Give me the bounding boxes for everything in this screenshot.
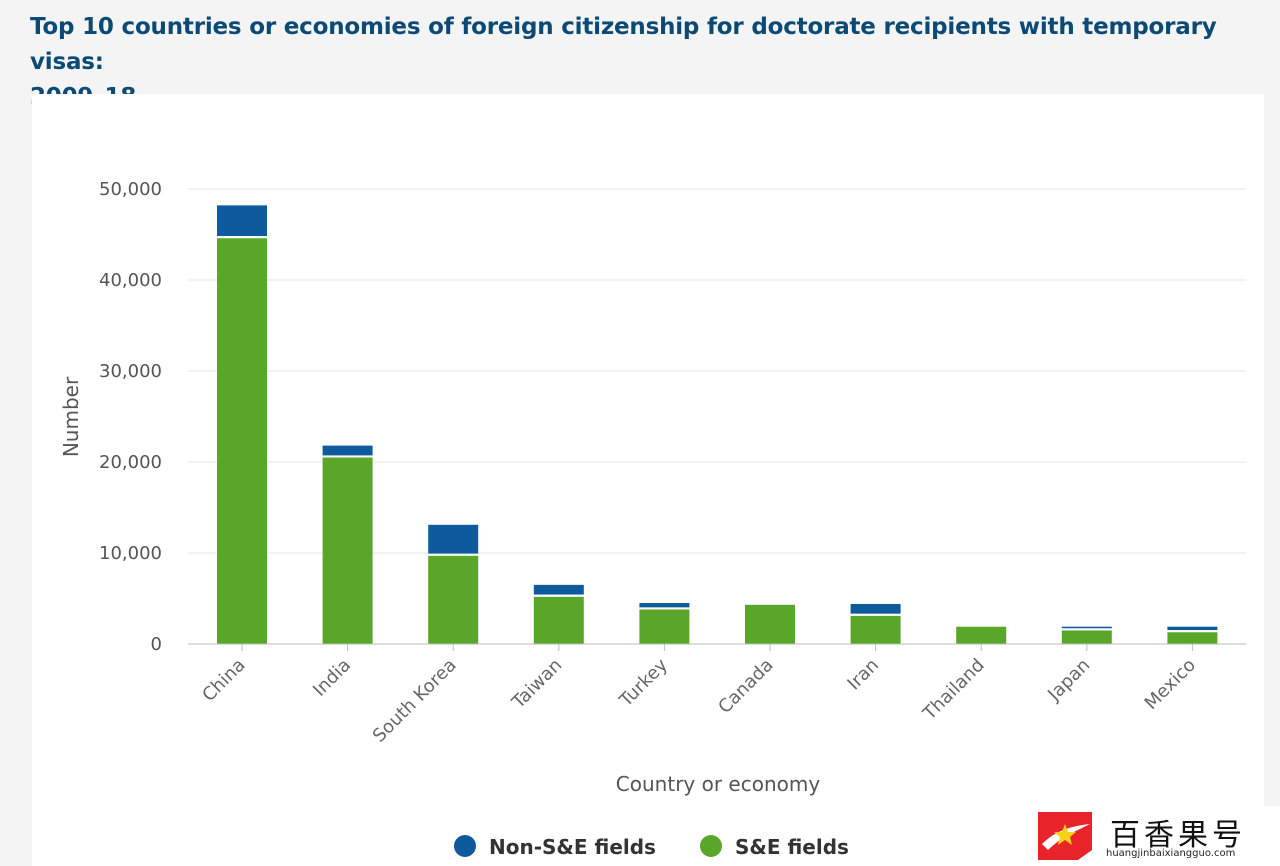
x-category-label: Thailand <box>919 655 989 725</box>
y-axis-ticks: 0 10,000 20,000 30,000 40,000 50,000 <box>99 179 162 655</box>
x-category-label: Mexico <box>1141 655 1200 714</box>
bar-non-se-fields <box>850 603 901 614</box>
bar-se-fields <box>745 604 795 644</box>
y-tick-label: 20,000 <box>99 452 162 473</box>
watermark-url: huangjinbaixiangguo.com <box>1106 848 1236 859</box>
x-category-label: Taiwan <box>507 655 566 714</box>
bars <box>217 205 1218 644</box>
bar-separator <box>533 594 584 597</box>
bar-separator <box>1167 630 1218 633</box>
bar-se-fields <box>1167 632 1218 644</box>
x-category-label: Turkey <box>615 654 672 711</box>
y-tick-label: 40,000 <box>99 270 162 291</box>
y-tick-label: 10,000 <box>99 543 162 564</box>
bar-se-fields <box>533 596 584 644</box>
x-category-label: South Korea <box>369 655 461 747</box>
legend-label: Non-S&E fields <box>489 835 656 859</box>
bar-se-fields <box>428 555 479 644</box>
bar-non-se-fields <box>1167 626 1218 631</box>
legend-marker <box>700 835 722 857</box>
bar-se-fields <box>639 609 690 644</box>
x-category-label: China <box>198 655 249 706</box>
bar-non-se-fields <box>639 603 690 608</box>
y-tick-label: 50,000 <box>99 179 162 200</box>
x-category-label: India <box>309 655 355 701</box>
y-tick-label: 0 <box>151 634 162 655</box>
bar-non-se-fields <box>217 205 267 237</box>
legend-marker <box>454 835 476 857</box>
bar-non-se-fields <box>533 584 584 595</box>
bar-separator <box>428 553 479 556</box>
y-axis-title: Number <box>59 376 83 457</box>
x-axis-title: Country or economy <box>616 772 821 796</box>
bar-separator <box>639 607 690 610</box>
x-category-label: Canada <box>714 655 777 718</box>
watermark: 百香果号 huangjinbaixiangguo.com <box>1034 806 1280 866</box>
page-title: Top 10 countries or economies of foreign… <box>30 14 1217 110</box>
bar-separator <box>322 455 373 458</box>
bar-se-fields <box>1061 630 1112 644</box>
watermark-text: 百香果号 <box>1110 818 1246 853</box>
bar-non-se-fields <box>322 445 373 456</box>
bar-se-fields <box>956 626 1007 644</box>
bar-separator <box>217 236 267 239</box>
bar-se-fields <box>322 457 373 644</box>
legend-label: S&E fields <box>735 835 849 859</box>
bar-separator <box>745 602 795 605</box>
bar-se-fields <box>850 615 901 644</box>
bar-separator <box>850 613 901 616</box>
bar-se-fields <box>217 238 267 644</box>
x-category-label: Japan <box>1043 655 1094 706</box>
bar-non-se-fields <box>1061 626 1112 629</box>
watermark-logo-icon <box>1038 812 1092 860</box>
bar-non-se-fields <box>428 524 479 554</box>
x-category-label: Iran <box>843 655 883 695</box>
x-axis-labels: China India South Korea Taiwan Turkey Canada I… <box>198 644 1200 747</box>
y-tick-label: 30,000 <box>99 361 162 382</box>
legend: Non-S&E fields S&E fields <box>454 835 849 859</box>
bar-separator <box>1061 628 1112 631</box>
